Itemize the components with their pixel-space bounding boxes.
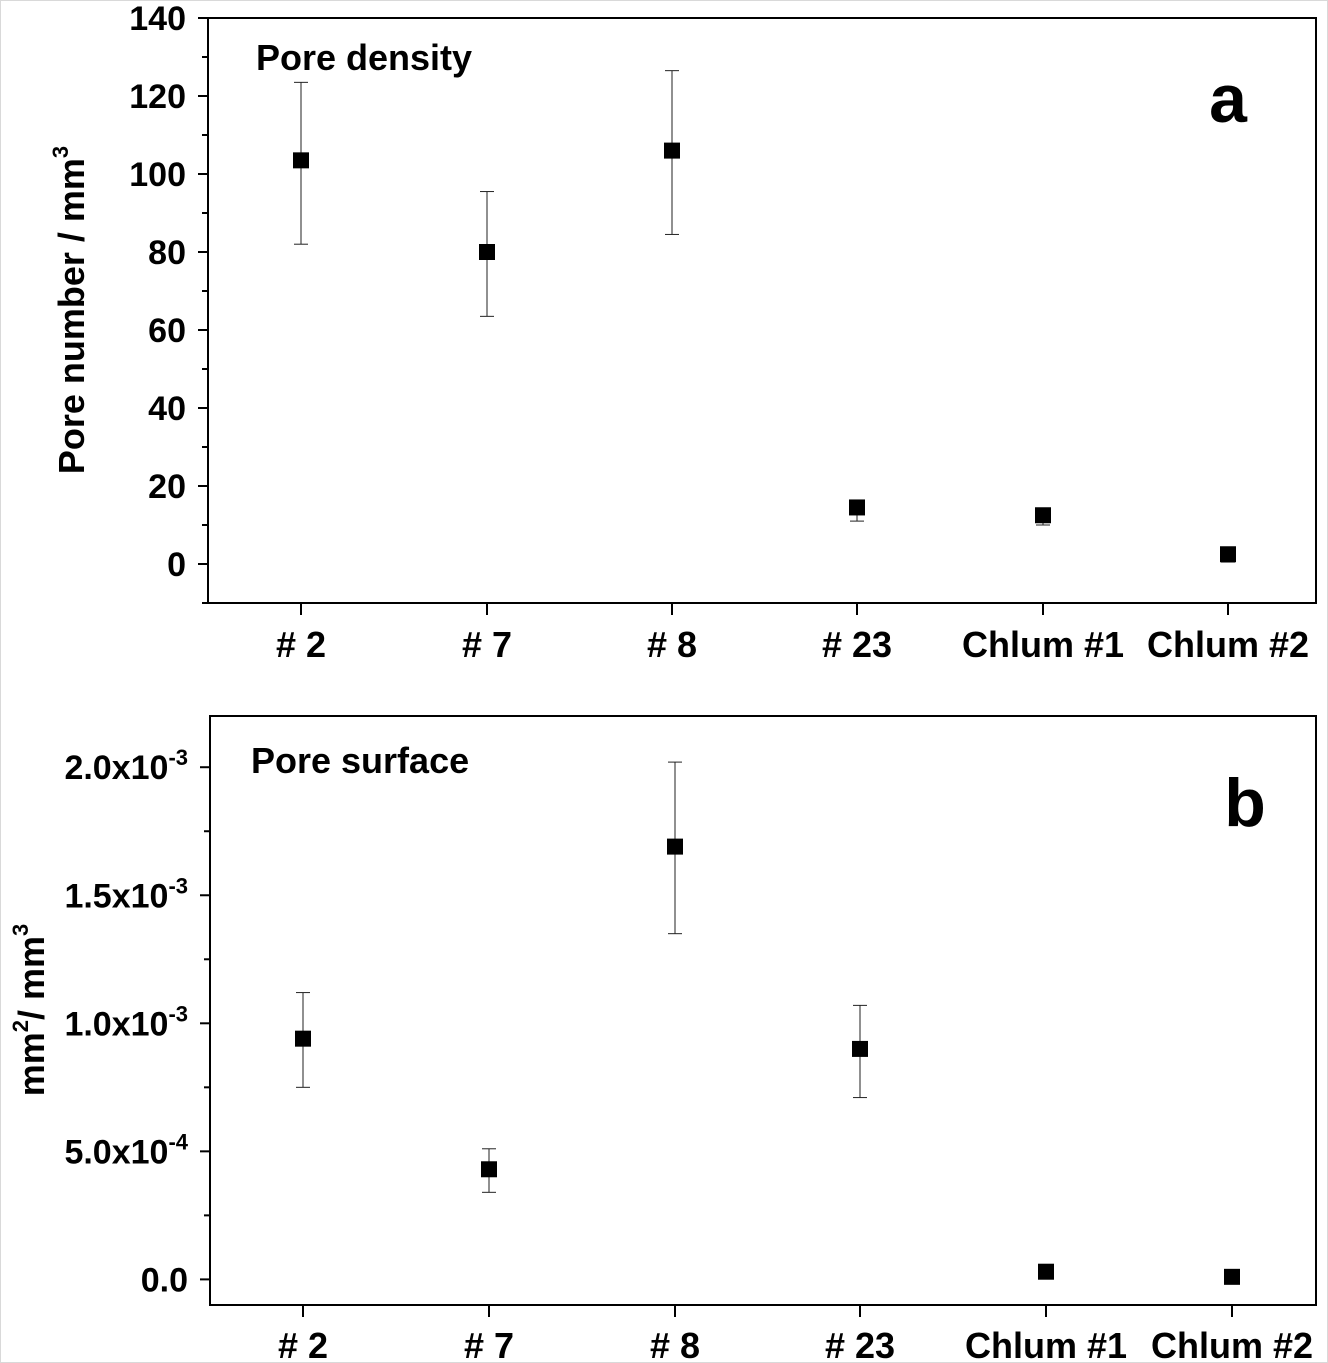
panel-a-data-point (664, 142, 680, 159)
panel-a-ytick-label: 0 (167, 546, 186, 584)
panel-b-ylabel-sup1: 2 (8, 1020, 33, 1032)
panel-a-xtick-label: # 2 (276, 624, 326, 665)
panel-a-ytick-label: 140 (129, 0, 186, 38)
panel-a-data-point (293, 152, 309, 169)
panel-b-ytick-label: 2.0x10-3 (64, 745, 188, 787)
panel-a-ytick-label: 20 (148, 468, 186, 506)
panel-a-chart: 0 20 40 60 80 100 120 140 # 2 # 7 # 8 # 23 Chlum #1 C… (48, 0, 1317, 665)
panel-a-data-point (1220, 546, 1236, 563)
panel-b-xtick-label: # 7 (464, 1325, 514, 1363)
panel-b-plot-frame (209, 715, 1317, 1306)
panel-b-letter: b (1224, 765, 1266, 841)
panel-a-letter: a (1209, 61, 1248, 137)
panel-a-xtick-label: # 7 (462, 624, 512, 665)
panel-a-ylabel-main: Pore number / mm (51, 158, 92, 474)
panel-b-data-point (1038, 1263, 1054, 1280)
panel-a-ylabel: Pore number / mm3 (48, 146, 92, 474)
panel-a-xtick-label: # 23 (822, 624, 892, 665)
panel-b-data-point (667, 838, 683, 855)
panel-a-xtick-label: Chlum #1 (962, 624, 1124, 665)
panel-b-data-point (481, 1161, 497, 1178)
panel-a-title: Pore density (256, 37, 472, 78)
panel-a-ytick-label: 40 (148, 390, 186, 428)
panel-b-ytick-label: 1.5x10-3 (64, 873, 188, 915)
panel-b-data-point (1224, 1268, 1240, 1285)
panel-b-ylabel: mm2/ mm3 (8, 924, 52, 1097)
panel-a-ylabel-sup: 3 (48, 146, 73, 158)
panel-b-ylabel-main: mm (11, 1032, 52, 1096)
panel-a-ytick-label: 100 (129, 156, 186, 194)
panel-b-data-point (295, 1030, 311, 1047)
panel-b-data-point (852, 1040, 868, 1057)
panel-b-ytick-label: 0.0 (141, 1261, 188, 1299)
panel-a-data-point (1035, 507, 1051, 524)
panel-b-title: Pore surface (251, 740, 469, 781)
panel-b-ylabel-mid: / mm (11, 936, 52, 1020)
panel-a-plot-frame (207, 17, 1317, 604)
panel-a-xtick-label: Chlum #2 (1147, 624, 1309, 665)
panel-a-ytick-label: 60 (148, 312, 186, 350)
panel-b-ylabel-sup2: 3 (8, 924, 33, 936)
panel-b-ytick-label: 1.0x10-3 (64, 1001, 188, 1043)
panel-b-xtick-label: # 2 (278, 1325, 328, 1363)
panel-b-ytick-label: 5.0x10-4 (64, 1129, 188, 1171)
panel-b-xtick-label: Chlum #2 (1151, 1325, 1313, 1363)
panel-a-data-point (849, 499, 865, 516)
panel-a-ytick-label: 120 (129, 78, 186, 116)
panel-a-ytick-label: 80 (148, 234, 186, 272)
panel-b-xtick-label: # 8 (650, 1325, 700, 1363)
panel-b-xtick-label: # 23 (825, 1325, 895, 1363)
panel-a-data-point (479, 244, 495, 260)
panel-b-chart: 0.0 5.0x10-4 1.0x10-3 1.5x10-3 2.0x10-3 # 2 # … (8, 715, 1317, 1363)
panel-a-xtick-label: # 8 (647, 624, 697, 665)
panel-b-xtick-label: Chlum #1 (965, 1325, 1127, 1363)
